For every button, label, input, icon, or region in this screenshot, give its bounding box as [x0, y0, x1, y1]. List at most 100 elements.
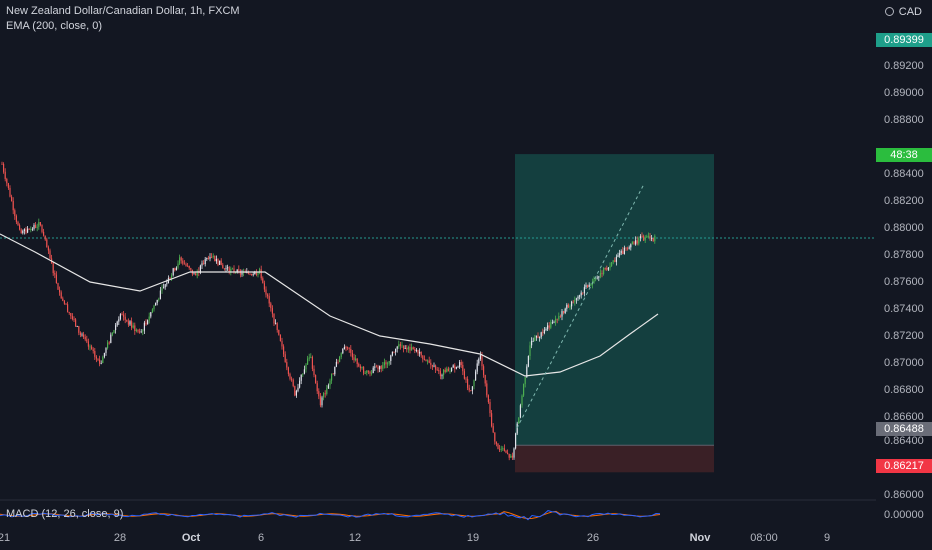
- candle-body: [139, 331, 141, 333]
- candle-body: [65, 303, 67, 305]
- candle-body: [556, 318, 558, 320]
- candle-body: [207, 257, 209, 259]
- candle-body: [163, 287, 165, 289]
- candle-body: [523, 383, 525, 396]
- candle-body: [182, 260, 184, 264]
- candle-body: [300, 374, 302, 381]
- candle-body: [446, 368, 448, 372]
- candle-body: [155, 302, 157, 306]
- candle-body: [566, 304, 568, 309]
- candle-body: [44, 235, 46, 240]
- candle-body: [289, 373, 291, 379]
- candle-body: [644, 237, 646, 241]
- candle-body: [393, 351, 395, 353]
- candle-body: [497, 443, 499, 449]
- candle-body: [620, 251, 622, 254]
- candle-body: [63, 300, 65, 304]
- candle-body: [486, 383, 488, 396]
- candle-body: [327, 385, 329, 389]
- currency-label[interactable]: CAD: [884, 6, 922, 18]
- candle-body: [204, 259, 206, 265]
- candle-body: [321, 397, 323, 406]
- candle-body: [255, 271, 257, 275]
- candle-body: [433, 365, 435, 367]
- candle-body: [235, 272, 237, 274]
- candle-body: [39, 222, 41, 226]
- candle-body: [510, 455, 512, 458]
- candle-body: [308, 357, 310, 359]
- ema-line: [0, 233, 659, 377]
- price-tick-label: 0.87200: [884, 330, 924, 342]
- candle-body: [1, 164, 3, 165]
- candle-body: [30, 229, 32, 230]
- candle-body: [137, 329, 139, 332]
- candle-body: [420, 351, 422, 356]
- ema-legend[interactable]: EMA (200, close, 0): [6, 20, 102, 32]
- candle-body: [236, 269, 238, 273]
- time-tick-label: 26: [586, 532, 600, 544]
- candle-body: [527, 356, 529, 367]
- price-tick-label: 0.89200: [884, 60, 924, 72]
- candle-body: [363, 366, 365, 374]
- candle-body: [99, 359, 101, 364]
- candle-body: [238, 269, 240, 271]
- candle-body: [124, 316, 126, 320]
- candle-body: [388, 360, 390, 364]
- candle-body: [622, 251, 624, 255]
- symbol-legend[interactable]: New Zealand Dollar/Canadian Dollar, 1h, …: [6, 5, 240, 17]
- price-tick-label: 0.89000: [884, 87, 924, 99]
- candle-body: [268, 296, 270, 304]
- candle-body: [367, 370, 369, 372]
- candle-body: [324, 393, 326, 395]
- candle-body: [100, 363, 102, 364]
- candle-body: [249, 273, 251, 275]
- candle-body: [14, 210, 16, 217]
- candle-body: [419, 351, 421, 354]
- candle-body: [105, 348, 107, 353]
- candle-body: [483, 366, 485, 375]
- candle-body: [348, 348, 350, 350]
- candle-body: [203, 263, 205, 265]
- macd-legend[interactable]: MACD (12, 26, close, 9): [6, 508, 124, 520]
- candle-body: [387, 363, 389, 365]
- candle-body: [462, 364, 464, 372]
- candle-body: [35, 224, 37, 228]
- candle-body: [401, 345, 403, 347]
- price-tick-label: 0.86600: [884, 411, 924, 423]
- candle-body: [286, 362, 288, 368]
- candle-body: [172, 268, 174, 276]
- candle-body: [108, 342, 110, 344]
- candle-body: [606, 268, 608, 270]
- candle-body: [601, 273, 603, 275]
- candle-body: [222, 264, 224, 269]
- candle-body: [463, 371, 465, 379]
- candle-body: [84, 337, 86, 340]
- candle-body: [604, 268, 606, 269]
- candle-body: [188, 265, 190, 269]
- candle-body: [196, 271, 198, 276]
- candle-body: [377, 366, 379, 370]
- candle-body: [555, 318, 557, 323]
- candle-body: [353, 357, 355, 361]
- candle-body: [612, 260, 614, 263]
- candle-body: [470, 390, 472, 392]
- candle-body: [428, 360, 430, 363]
- candle-body: [521, 395, 523, 406]
- loss-zone: [515, 445, 714, 473]
- candle-body: [47, 247, 49, 251]
- candle-body: [123, 314, 125, 317]
- candle-body: [291, 378, 293, 380]
- candle-body: [313, 368, 315, 375]
- candle-body: [487, 395, 489, 403]
- candle-body: [75, 319, 77, 327]
- candle-body: [316, 383, 318, 392]
- candle-body: [113, 330, 115, 334]
- candle-body: [359, 366, 361, 369]
- candle-body: [641, 236, 643, 238]
- candle-body: [23, 229, 25, 231]
- candle-body: [71, 316, 73, 320]
- candle-body: [396, 346, 398, 349]
- candle-body: [593, 279, 595, 283]
